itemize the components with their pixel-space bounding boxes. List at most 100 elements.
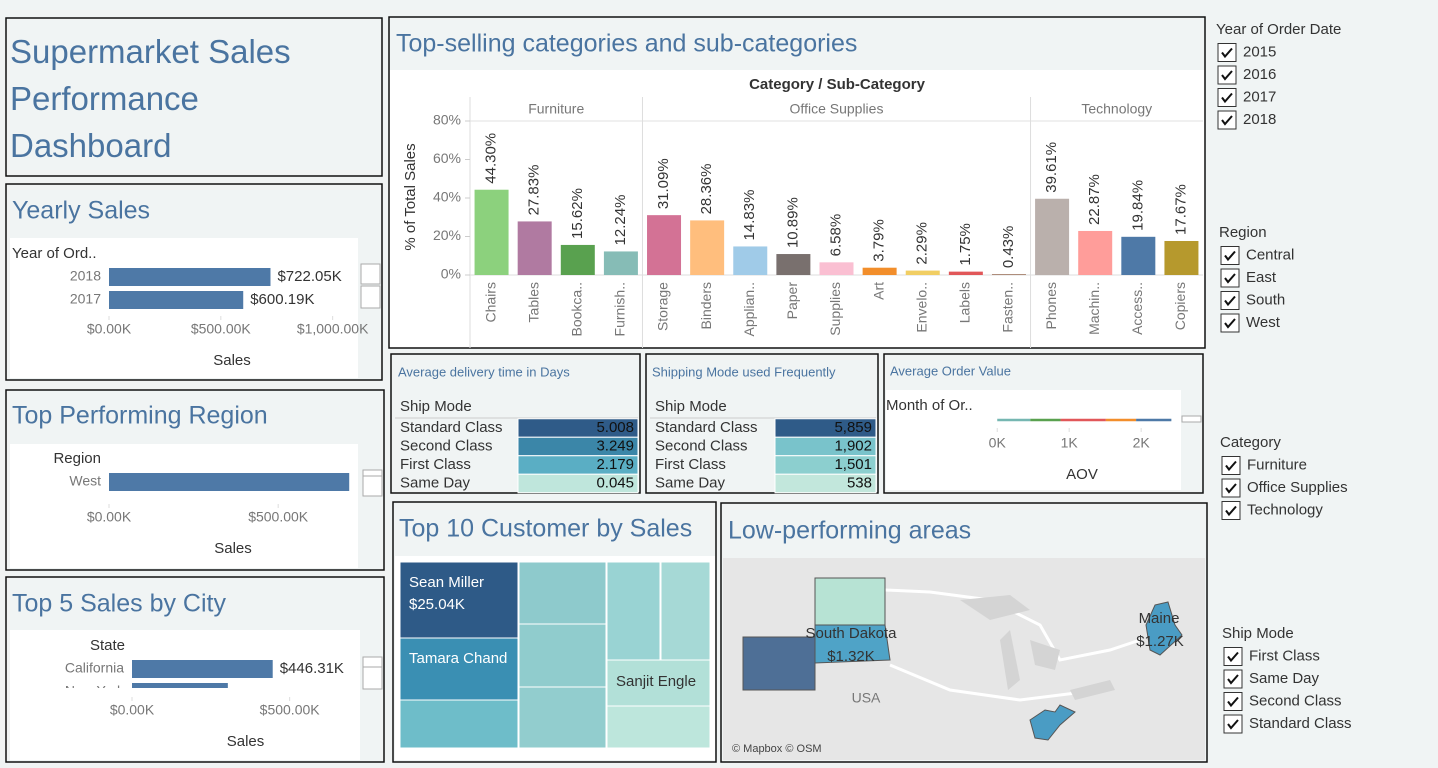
value-label: 3.79% <box>871 219 888 262</box>
y-tick-label: 80% <box>433 112 461 128</box>
y-tick-label: 0% <box>441 266 461 282</box>
cell-value: 3.249 <box>596 437 634 454</box>
x-tick-label: $500.00K <box>260 702 321 718</box>
x-tick-label: Tables <box>525 282 541 322</box>
checkbox[interactable] <box>1223 669 1243 689</box>
bar <box>1164 240 1199 275</box>
scroll-box[interactable] <box>362 475 383 497</box>
scroll-controls <box>360 263 1202 690</box>
checkbox[interactable] <box>1221 501 1241 520</box>
bar <box>603 251 638 275</box>
treemap-cell <box>518 686 607 749</box>
chart-header: Category / Sub-Category <box>749 76 926 93</box>
checkbox[interactable] <box>1221 478 1241 498</box>
x-tick-label: $500.00K <box>191 321 252 337</box>
x-tick-label: Envelo.. <box>913 282 929 333</box>
checkbox[interactable] <box>1220 291 1240 310</box>
x-tick-label: $0.00K <box>87 509 132 525</box>
filter-title: Ship Mode <box>1222 625 1294 642</box>
checkmark <box>1225 505 1237 517</box>
checkbox[interactable] <box>1220 313 1240 333</box>
checkbox[interactable] <box>1217 65 1237 85</box>
chart-area <box>10 630 360 760</box>
value-label: 0.43% <box>1000 226 1017 269</box>
treemap-cell <box>606 705 711 749</box>
bar <box>1121 236 1156 275</box>
value-label: $722.05K <box>277 268 341 285</box>
state-wyoming <box>742 636 816 691</box>
state-maine <box>1145 601 1183 656</box>
checkbox[interactable] <box>1220 268 1240 288</box>
group-label: Technology <box>1081 101 1152 117</box>
value-label: 12.24% <box>612 195 629 246</box>
cell-value: 1,902 <box>834 437 872 454</box>
row-label: First Class <box>655 456 726 473</box>
panel <box>388 16 1206 349</box>
panel-title: Top Performing Region <box>12 402 268 430</box>
checkbox[interactable] <box>1223 692 1243 711</box>
checkbox[interactable] <box>1217 110 1237 130</box>
y-tick-label: 2018 <box>70 268 101 284</box>
table-title: Shipping Mode used Frequently <box>652 364 836 379</box>
checkmark <box>1221 70 1233 81</box>
filter-option: 2016 <box>1243 66 1276 83</box>
cell-value: 0.045 <box>596 474 634 491</box>
panel <box>5 576 385 763</box>
x-tick-label: $500.00K <box>248 509 309 525</box>
scroll-box[interactable] <box>360 285 381 309</box>
bar <box>647 215 682 275</box>
axis-title: % of Total Sales <box>402 143 419 250</box>
checkbox[interactable] <box>1217 88 1237 107</box>
panel-title: Low-performing areas <box>728 517 971 545</box>
bar <box>1035 198 1070 275</box>
row-label: Standard Class <box>655 419 758 436</box>
scroll-box[interactable] <box>360 263 381 285</box>
column-header: Ship Mode <box>400 398 472 415</box>
axis-title: Sales <box>227 733 265 750</box>
treemap-cell <box>399 637 519 701</box>
checkmark <box>1227 719 1239 730</box>
border <box>889 663 1101 702</box>
x-tick-label: Paper <box>784 282 800 320</box>
scroll-box[interactable] <box>362 666 383 690</box>
filter-option: West <box>1246 314 1281 331</box>
checkbox[interactable] <box>1217 43 1237 62</box>
filter-option: South <box>1246 291 1285 308</box>
row-label: First Class <box>400 456 471 473</box>
cell-label: Tamara Chand <box>409 650 507 667</box>
y-tick-label: 60% <box>433 150 461 166</box>
scroll-box[interactable] <box>1181 415 1202 423</box>
bar <box>517 221 552 275</box>
axis-title: AOV <box>1066 466 1098 483</box>
checkbox[interactable] <box>1223 647 1243 666</box>
cell-value: 2.179 <box>596 456 634 473</box>
y-tick-label: 20% <box>433 227 461 243</box>
panel <box>883 353 1204 494</box>
panel-title: Top-selling categories and sub-categorie… <box>396 30 857 58</box>
bar <box>948 271 983 275</box>
bar <box>474 189 509 275</box>
group-label: Office Supplies <box>790 101 884 117</box>
filter-option: Standard Class <box>1249 715 1352 732</box>
treemap-cell <box>606 561 661 661</box>
filter-option: Technology <box>1247 501 1323 518</box>
filter-option: Central <box>1246 246 1294 263</box>
checkbox[interactable] <box>1221 456 1241 475</box>
filter-option: 2017 <box>1243 88 1276 105</box>
lake <box>960 595 1030 620</box>
checkmark <box>1221 115 1233 126</box>
x-tick-label: Binders <box>698 282 714 329</box>
checkmark <box>1221 92 1233 104</box>
row-label: Second Class <box>655 437 748 454</box>
value-label: 17.67% <box>1172 184 1189 235</box>
x-tick-label: Copiers <box>1172 282 1188 330</box>
lakes <box>960 595 1115 700</box>
x-tick-label: Applian.. <box>741 282 757 336</box>
x-tick-label: 2K <box>1133 435 1151 451</box>
x-tick-label: 1K <box>1061 435 1079 451</box>
checkbox[interactable] <box>1220 246 1240 265</box>
bar <box>819 262 854 275</box>
checkbox[interactable] <box>1223 714 1243 734</box>
map-credit: © Mapbox © OSM <box>732 743 822 755</box>
